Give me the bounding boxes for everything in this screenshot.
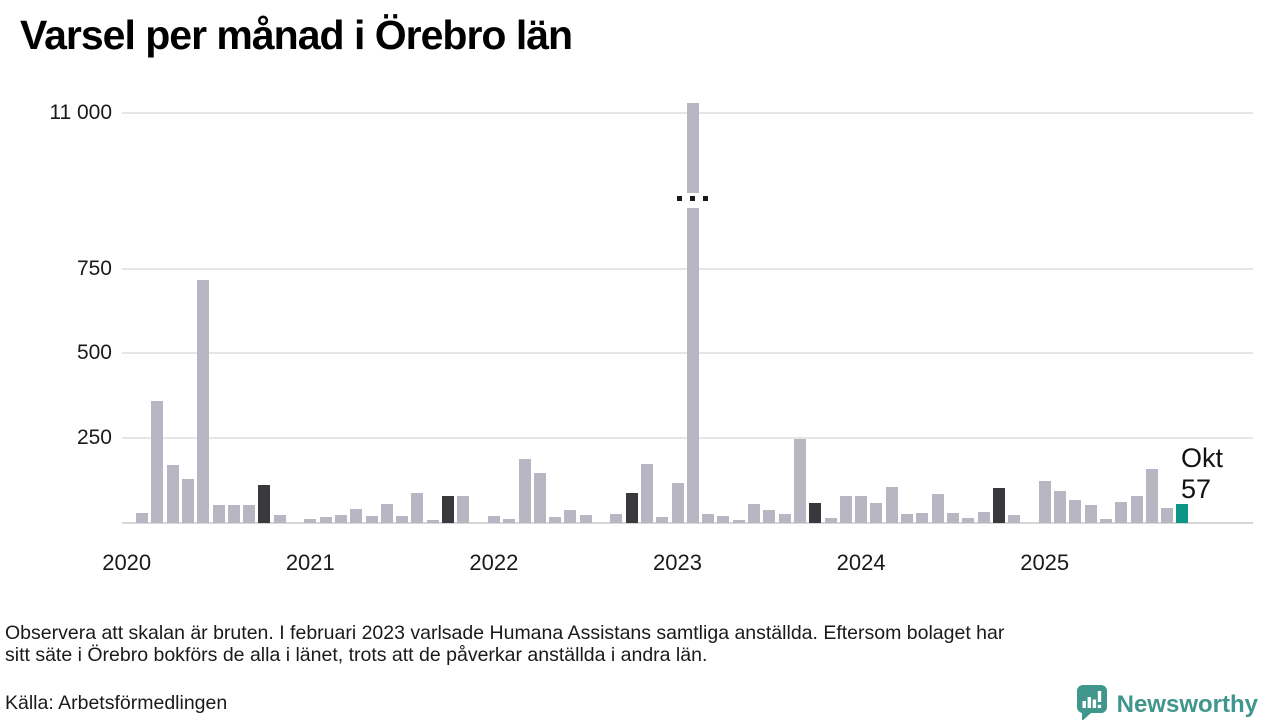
bar <box>717 515 730 523</box>
bar <box>732 519 745 523</box>
bar <box>151 400 164 523</box>
bar <box>212 505 225 523</box>
bar <box>273 514 286 523</box>
bar <box>549 516 562 523</box>
bar <box>901 514 913 523</box>
bar <box>1130 496 1143 523</box>
bar <box>824 517 837 523</box>
bar <box>1069 499 1082 523</box>
footnote: Observera att skalan är bruten. I februa… <box>5 622 1277 666</box>
bar <box>227 505 240 523</box>
bar <box>962 517 975 523</box>
x-tick-label: 2024 <box>836 550 886 575</box>
bar <box>166 465 179 523</box>
bar <box>1008 515 1021 523</box>
bar <box>243 505 256 523</box>
bar <box>411 493 424 523</box>
bar <box>197 280 210 523</box>
bar <box>564 510 577 523</box>
bar <box>778 514 791 523</box>
bar <box>304 518 317 523</box>
x-tick-label: 2021 <box>285 550 335 575</box>
y-tick-label: 11 000 <box>49 101 112 124</box>
bar <box>748 504 760 523</box>
scale-break-dot <box>703 196 709 201</box>
bar <box>640 463 653 523</box>
bar <box>839 496 852 523</box>
bar <box>258 484 271 523</box>
bar <box>671 482 684 523</box>
bar <box>1176 503 1189 523</box>
bar <box>610 514 623 523</box>
bar <box>793 438 806 523</box>
x-tick-label: 2025 <box>1020 550 1070 575</box>
y-tick-label: 750 <box>76 256 112 280</box>
bar <box>809 503 822 523</box>
page-title: Varsel per månad i Örebro län <box>20 12 573 58</box>
bar <box>702 514 715 523</box>
bar <box>656 516 669 523</box>
bar <box>1115 501 1128 523</box>
y-tick-label: 250 <box>76 426 112 450</box>
bar <box>319 516 332 523</box>
bar <box>977 512 990 523</box>
source-credit: Källa: Arbetsförmedlingen <box>5 692 228 714</box>
bar <box>579 514 592 523</box>
bar <box>396 516 409 523</box>
bar <box>181 478 194 523</box>
bar <box>763 510 776 523</box>
bar <box>1054 491 1066 523</box>
bar <box>380 504 393 523</box>
bar <box>916 513 929 523</box>
bar <box>487 515 500 523</box>
bar <box>426 520 439 523</box>
bar <box>946 513 959 523</box>
footnote-line2: sitt säte i Örebro bokförs de alla i län… <box>5 644 708 666</box>
bar <box>625 493 638 523</box>
scale-break-dot <box>677 196 683 201</box>
footnote-line1: Observera att skalan är bruten. I februa… <box>5 622 1005 644</box>
bar <box>1145 468 1158 523</box>
bar <box>350 509 363 523</box>
bar <box>365 515 378 523</box>
bar-broken-upper <box>686 103 699 193</box>
bar-broken-lower <box>686 208 699 523</box>
bar <box>931 494 944 523</box>
bar <box>1038 480 1051 523</box>
bar <box>503 518 516 523</box>
bar <box>334 514 347 523</box>
bar <box>870 502 883 523</box>
annotation-value: 57 <box>1181 474 1212 504</box>
x-axis-line <box>122 522 1253 524</box>
bar <box>442 495 454 523</box>
newsworthy-logo[interactable]: Newsworthy <box>1075 684 1258 720</box>
bar <box>518 459 531 523</box>
bar <box>533 473 546 523</box>
bar <box>457 495 470 523</box>
annotation-month: Okt <box>1181 443 1224 473</box>
current-value-annotation: Okt 57 <box>1181 443 1223 505</box>
bar <box>885 487 898 523</box>
bar <box>855 496 868 523</box>
bar <box>1084 504 1097 523</box>
bar <box>1099 518 1112 523</box>
x-tick-label: 2023 <box>653 550 702 575</box>
bar <box>1161 508 1174 523</box>
y-tick-label: 500 <box>76 341 112 365</box>
newsworthy-icon <box>1075 684 1109 720</box>
newsworthy-wordmark: Newsworthy <box>1116 691 1258 718</box>
bar <box>992 488 1005 523</box>
bar <box>136 512 148 523</box>
scale-break-dot <box>690 196 696 201</box>
x-tick-label: 2022 <box>469 550 519 575</box>
x-tick-label: 2020 <box>102 550 152 575</box>
